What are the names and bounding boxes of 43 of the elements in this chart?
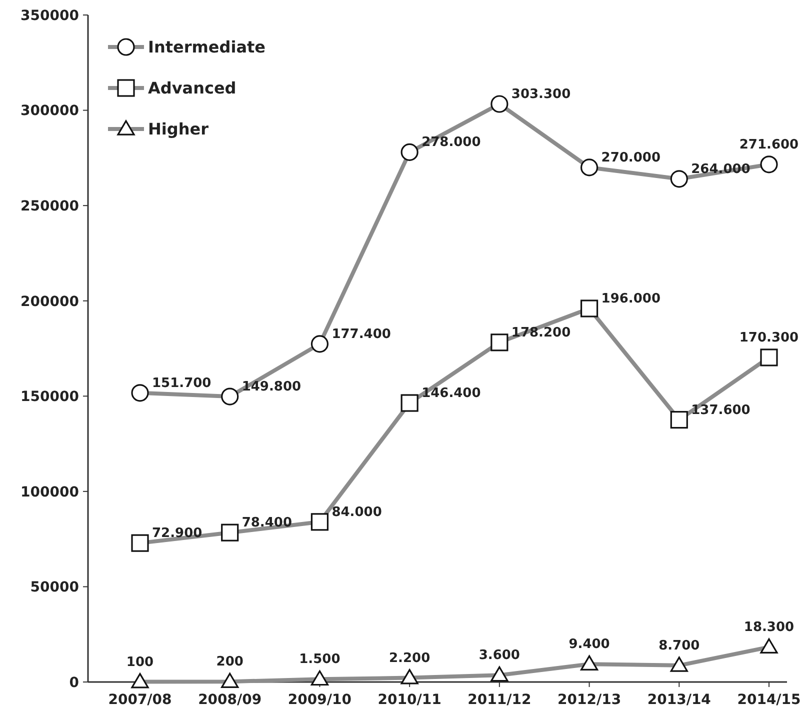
data-label: 151.700 xyxy=(152,376,212,391)
data-label: 18.300 xyxy=(744,620,794,636)
y-tick-label: 0 xyxy=(69,674,80,691)
data-label: 303.300 xyxy=(511,86,571,102)
y-tick-label: 50000 xyxy=(30,580,80,596)
x-tick-label: 2010/11 xyxy=(378,692,442,708)
y-tick-label: 250000 xyxy=(20,198,80,214)
data-label: 271.600 xyxy=(739,137,799,152)
data-label: 84.000 xyxy=(332,504,382,520)
x-tick-label: 2007/08 xyxy=(108,692,172,708)
y-tick-label: 200000 xyxy=(20,294,80,310)
data-label: 2.200 xyxy=(389,650,430,666)
data-label: 149.800 xyxy=(242,380,302,395)
y-tick-label: 300000 xyxy=(20,103,80,120)
legend-label: Advanced xyxy=(148,78,236,98)
data-label: 3.600 xyxy=(478,648,520,664)
data-label: 1.500 xyxy=(299,652,340,668)
x-tick-label: 2014/15 xyxy=(737,692,801,708)
legend-label: Higher xyxy=(148,120,209,139)
data-label: 78.400 xyxy=(242,516,292,531)
data-label: 137.600 xyxy=(691,402,750,418)
x-tick-label: 2008/09 xyxy=(198,692,262,708)
data-label: 9.400 xyxy=(568,637,610,652)
data-label: 8.700 xyxy=(658,638,700,654)
legend-label: Intermediate xyxy=(148,38,266,57)
data-label: 146.400 xyxy=(422,386,481,402)
data-label: 170.300 xyxy=(739,330,799,346)
data-label: 178.200 xyxy=(511,325,571,340)
y-tick-label: 100000 xyxy=(20,484,80,500)
data-label: 278.000 xyxy=(422,135,481,150)
x-tick-label: 2009/10 xyxy=(288,692,352,708)
data-label: 264.000 xyxy=(691,162,750,177)
data-label: 270.000 xyxy=(601,150,661,166)
x-tick-label: 2011/12 xyxy=(468,692,532,708)
x-tick-label: 2013/14 xyxy=(647,692,712,708)
data-label: 200 xyxy=(216,654,244,670)
data-label: 100 xyxy=(126,654,154,670)
data-label: 196.000 xyxy=(601,291,661,306)
x-tick-label: 2012/13 xyxy=(558,692,622,708)
data-label: 72.900 xyxy=(152,526,202,542)
y-tick-label: 350000 xyxy=(20,8,80,24)
data-label: 177.400 xyxy=(332,326,391,342)
y-tick-label: 150000 xyxy=(20,389,80,406)
